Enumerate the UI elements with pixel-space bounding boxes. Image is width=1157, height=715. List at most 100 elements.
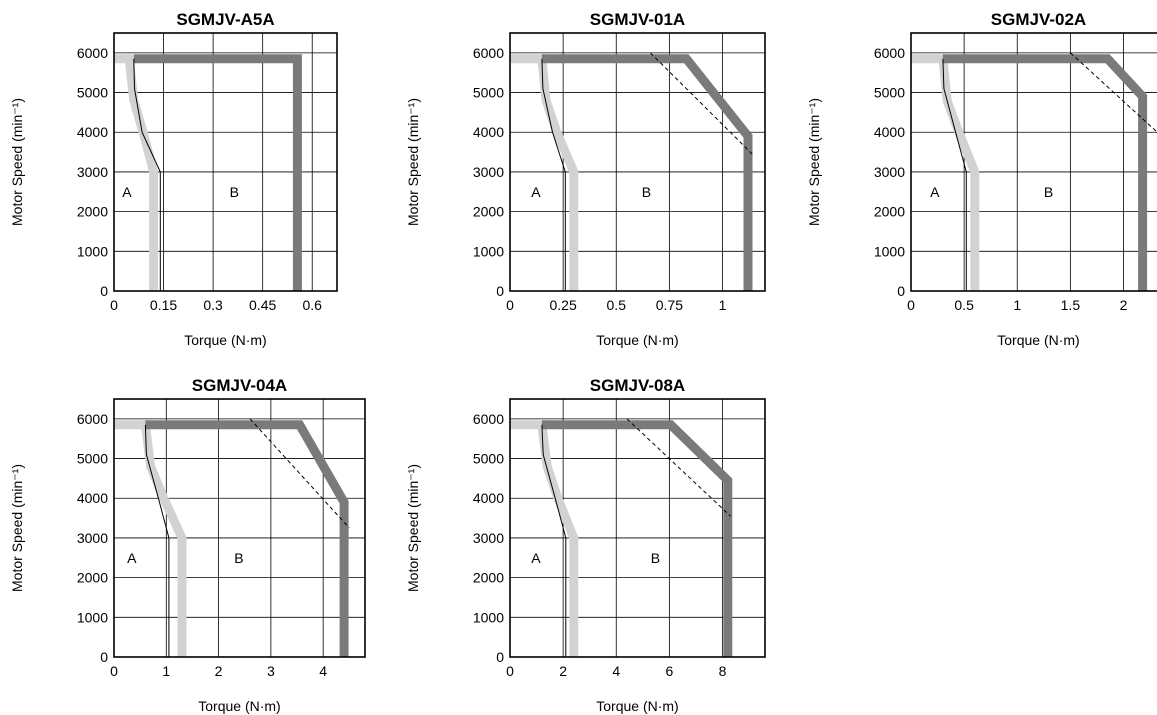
x-tick-label: 8 [719,663,727,679]
y-tick-label: 0 [496,649,504,665]
region-label-b: B [1044,184,1053,200]
y-tick-label: 4000 [77,124,108,140]
x-axis-label: Torque (N·m) [596,698,678,714]
series-dark-curve [541,54,753,291]
x-tick-label: 0 [110,297,118,313]
x-tick-label: 1.5 [1061,297,1081,313]
x-tick-label: 0.6 [302,297,322,313]
y-tick-label: 5000 [874,85,905,101]
y-tick-label: 3000 [77,164,108,180]
y-tick-label: 3000 [473,530,504,546]
y-tick-label: 2000 [77,204,108,220]
x-tick-label: 4 [612,663,620,679]
y-tick-label: 3000 [77,530,108,546]
region-label-a: A [531,550,541,566]
x-tick-label: 0 [110,663,118,679]
y-tick-label: 6000 [473,411,504,427]
series-light-curve [911,54,980,291]
y-tick-label: 6000 [77,45,108,61]
y-tick-label: 6000 [874,45,905,61]
y-tick-label: 6000 [77,411,108,427]
x-tick-label: 0 [907,297,915,313]
x-tick-label: 2 [559,663,567,679]
chart-title: SGMJV-04A [192,376,287,395]
series-light-curve [510,420,579,657]
series-dashed-curve [1070,52,1157,133]
chart-title: SGMJV-01A [590,10,685,29]
x-tick-label: 6 [665,663,673,679]
series-dark-curve [942,54,1148,291]
x-tick-label: 2 [1120,297,1128,313]
region-label-b: B [642,184,651,200]
y-tick-label: 4000 [473,124,504,140]
x-tick-label: 0.75 [656,297,683,313]
y-tick-label: 2000 [874,204,905,220]
x-tick-label: 0.3 [203,297,223,313]
y-axis-label: Motor Speed (min⁻¹) [405,98,421,226]
y-axis-label: Motor Speed (min⁻¹) [405,464,421,592]
y-tick-label: 4000 [77,490,108,506]
y-tick-label: 4000 [874,124,905,140]
chart-panel-1: 0 1000 2000 3000 4000 5000 6000 0 0.15 0.3 0.45 0.6… [9,10,338,348]
series-thin-curve [133,58,161,291]
series-dark-curve [541,420,733,657]
plot-frame [113,32,338,292]
y-tick-label: 5000 [473,451,504,467]
chart-panel-4: 0 1000 2000 3000 4000 5000 6000 0 1 2 3 4 A B SGMJV-04… [9,376,366,714]
y-tick-label: 0 [100,283,108,299]
region-label-a: A [930,184,940,200]
y-tick-label: 0 [496,283,504,299]
chart-title: SGMJV-A5A [176,10,274,29]
series-thin-curve [541,424,567,657]
chart-title: SGMJV-02A [991,10,1086,29]
series-light-curve [114,420,187,657]
series-dashed-curve [649,52,753,155]
plot-frame [113,398,366,658]
y-tick-label: 3000 [874,164,905,180]
x-axis-label: Torque (N·m) [198,698,280,714]
series-dashed-curve [249,418,350,529]
series-dark-curve [133,54,302,291]
x-tick-label: 0.15 [150,297,177,313]
plot-frame [509,32,766,292]
region-label-a: A [531,184,541,200]
y-tick-label: 2000 [473,570,504,586]
x-axis-label: Torque (N·m) [184,332,266,348]
x-tick-label: 1 [1013,297,1021,313]
series-thin-curve [541,58,566,291]
plot-frame [910,32,1157,292]
y-tick-label: 5000 [77,85,108,101]
series-light-curve [510,54,579,291]
y-axis-label: Motor Speed (min⁻¹) [9,464,25,592]
chart-panel-5: 0 1000 2000 3000 4000 5000 6000 0 2 4 6 8 A B SGMJV-08… [405,376,766,714]
x-tick-label: 1 [719,297,727,313]
x-tick-label: 0 [506,663,514,679]
x-tick-label: 0.25 [550,297,577,313]
x-tick-label: 4 [319,663,327,679]
y-tick-label: 1000 [874,243,905,259]
y-tick-label: 5000 [473,85,504,101]
x-tick-label: 0.45 [249,297,276,313]
region-label-a: A [127,550,137,566]
series-light-curve [114,54,159,291]
y-tick-label: 1000 [77,243,108,259]
x-tick-label: 1 [162,663,170,679]
y-tick-label: 4000 [473,490,504,506]
plot-frame [509,398,766,658]
y-tick-label: 1000 [473,243,504,259]
x-tick-label: 0.5 [607,297,627,313]
region-label-b: B [230,184,239,200]
y-axis-label: Motor Speed (min⁻¹) [9,98,25,226]
y-tick-label: 5000 [77,451,108,467]
series-thin-curve [144,424,170,657]
chart-panel-3: 0 1000 2000 3000 4000 5000 6000 0 0.5 1 1.5 2 A B SGMJ… [806,10,1157,348]
y-tick-label: 2000 [77,570,108,586]
y-tick-label: 1000 [77,609,108,625]
y-axis-label: Motor Speed (min⁻¹) [806,98,822,226]
y-tick-label: 2000 [473,204,504,220]
x-tick-label: 3 [267,663,275,679]
region-label-b: B [234,550,243,566]
chart-title: SGMJV-08A [590,376,685,395]
y-tick-label: 0 [100,649,108,665]
